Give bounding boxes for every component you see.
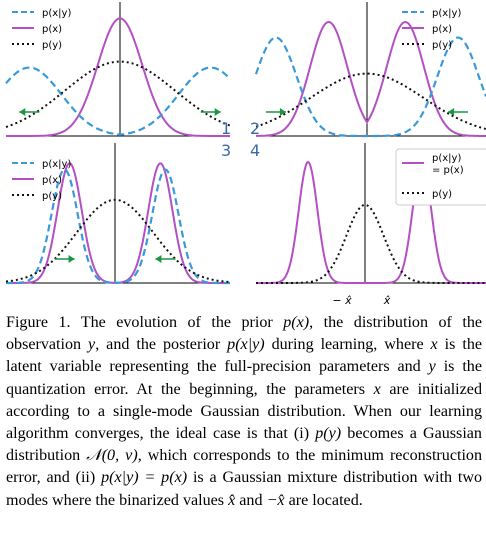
caption-text: is a Gaussian mixture distribution with … bbox=[6, 469, 482, 509]
curve-p-x-panel-3 bbox=[6, 162, 230, 284]
caption-text: and bbox=[235, 491, 267, 509]
caption-math: 𝒩(0, ν) bbox=[86, 447, 138, 465]
curve-p-x-panel-2 bbox=[256, 20, 486, 137]
arrow-head-panel-2-2 bbox=[448, 108, 455, 116]
caption-math: p(y) bbox=[315, 425, 342, 443]
curve-p-x-given-y-panel-4 bbox=[256, 160, 486, 284]
curve-p-x-panel-1 bbox=[6, 17, 230, 137]
caption-text: are initialized according to a single-mo… bbox=[6, 380, 482, 443]
curve-p-y-panel-1 bbox=[5, 60, 231, 128]
figure-caption: Figure 1. The evolution of the prior p(x… bbox=[6, 312, 482, 512]
curve-p-x-given-y-panel-1 bbox=[5, 66, 231, 136]
caption-body: The evolution of the prior p(x), the dis… bbox=[6, 314, 482, 509]
legend-label-panel-1-3: p(y) bbox=[42, 40, 62, 51]
legend-label-panel-1-1: p(x|y) bbox=[42, 8, 71, 19]
caption-text: , which corresponds to the minimum recon… bbox=[6, 447, 483, 487]
legend-label-panel-2-3: p(y) bbox=[432, 40, 452, 51]
legend-label-panel-3-3: p(y) bbox=[42, 191, 62, 202]
caption-math: p(x|y) = p(x) bbox=[101, 469, 188, 487]
panel-number-3: 3 bbox=[221, 141, 231, 160]
caption-math: x bbox=[373, 380, 381, 398]
arrow-head-panel-2-1 bbox=[279, 108, 286, 116]
caption-text: , the distribution of the observation bbox=[6, 314, 483, 354]
caption-math: x̂ bbox=[228, 491, 236, 509]
legend-label-panel-3-2: p(x) bbox=[42, 175, 62, 186]
caption-text: during learning, where bbox=[264, 336, 431, 354]
panel-number-1: 1 bbox=[221, 119, 231, 138]
legend-label-panel-3-1: p(x|y) bbox=[42, 159, 71, 170]
caption-text: , and the posterior bbox=[95, 336, 228, 354]
tick-label-xhat: x̂ bbox=[383, 294, 391, 307]
arrow-head-panel-3-1 bbox=[68, 255, 75, 263]
caption-prefix: Figure 1. bbox=[6, 314, 71, 331]
arrow-head-panel-3-2 bbox=[155, 255, 162, 263]
legend-label-panel-4-1: = p(x) bbox=[432, 165, 464, 176]
legend-label-panel-4-2: p(y) bbox=[432, 189, 452, 200]
caption-text: becomes a Gaussian distribution bbox=[6, 425, 482, 465]
panel-number-4: 4 bbox=[250, 141, 260, 160]
caption-text: is the quantization error. At the beginn… bbox=[6, 358, 483, 398]
curve-p-x-given-y-panel-3 bbox=[6, 168, 230, 285]
legend-label-panel-2-2: p(x) bbox=[432, 24, 452, 35]
arrow-head-panel-1-1 bbox=[19, 108, 26, 116]
legend-label-panel-1-2: p(x) bbox=[42, 24, 62, 35]
caption-math: y bbox=[88, 336, 96, 354]
caption-math: y bbox=[428, 358, 436, 376]
arrow-head-panel-1-2 bbox=[214, 108, 221, 116]
figure: p(x|y) p(x) p(y) p(x|y) p(x) p(y) p(x|y) p(x) p(… bbox=[5, 2, 486, 307]
curve-p-y-panel-2 bbox=[255, 72, 486, 130]
tick-label-neg-xhat: − x̂ bbox=[332, 294, 352, 307]
legend-label-panel-2-1: p(x|y) bbox=[432, 8, 461, 19]
panel-number-2: 2 bbox=[250, 119, 260, 138]
legend-label-panel-4-1: p(x|y) bbox=[432, 153, 461, 164]
curve-p-y-panel-4 bbox=[256, 203, 486, 284]
caption-math: x bbox=[430, 336, 438, 354]
caption-math: −x̂ bbox=[266, 491, 285, 509]
curve-p-x-given-y-panel-2 bbox=[254, 36, 486, 138]
curve-p-y-panel-3 bbox=[5, 198, 231, 284]
caption-math: p(x) bbox=[283, 314, 310, 331]
caption-math: p(x|y) bbox=[227, 336, 265, 354]
caption-text: The evolution of the prior bbox=[80, 314, 284, 331]
caption-text: is the latent variable representing the … bbox=[6, 336, 483, 376]
caption-text: are located. bbox=[284, 491, 363, 509]
